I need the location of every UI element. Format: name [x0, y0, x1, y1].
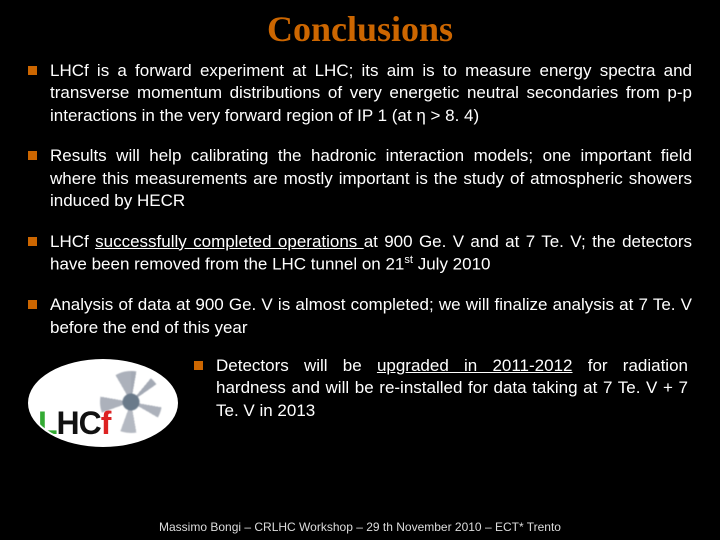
bullet-3: LHCf successfully completed operations a… [28, 231, 692, 277]
lhcf-logo: LHCf [28, 353, 178, 448]
sub-bullet-list: Detectors will be upgraded in 2011-2012 … [194, 353, 692, 422]
footer-text: Massimo Bongi – CRLHC Workshop – 29 th N… [0, 520, 720, 534]
main-bullet-list: LHCf is a forward experiment at LHC; its… [28, 60, 692, 339]
bullet-3-pre: LHCf [50, 232, 95, 251]
logo-letter-C: C [79, 405, 101, 441]
logo-letter-f: f [101, 405, 111, 441]
bullet-1: LHCf is a forward experiment at LHC; its… [28, 60, 692, 127]
bullet-3-sup: st [404, 254, 413, 266]
sub-bullet-1: Detectors will be upgraded in 2011-2012 … [194, 355, 688, 422]
slide-title: Conclusions [28, 8, 692, 50]
logo-letter-H: H [57, 405, 79, 441]
bullet-3-underlined: successfully completed operations [95, 232, 364, 251]
slide-container: Conclusions LHCf is a forward experiment… [0, 0, 720, 540]
sub-bullet-1-underlined: upgraded in 2011-2012 [377, 356, 573, 375]
bottom-row: LHCf Detectors will be upgraded in 2011-… [28, 353, 692, 448]
bullet-3-post: July 2010 [413, 255, 491, 274]
logo-text: LHCf [38, 407, 110, 439]
logo-ellipse: LHCf [28, 359, 178, 447]
sub-bullet-1-pre: Detectors will be [216, 356, 377, 375]
bullet-4: Analysis of data at 900 Ge. V is almost … [28, 294, 692, 339]
logo-letter-L: L [38, 405, 57, 441]
bullet-2: Results will help calibrating the hadron… [28, 145, 692, 212]
